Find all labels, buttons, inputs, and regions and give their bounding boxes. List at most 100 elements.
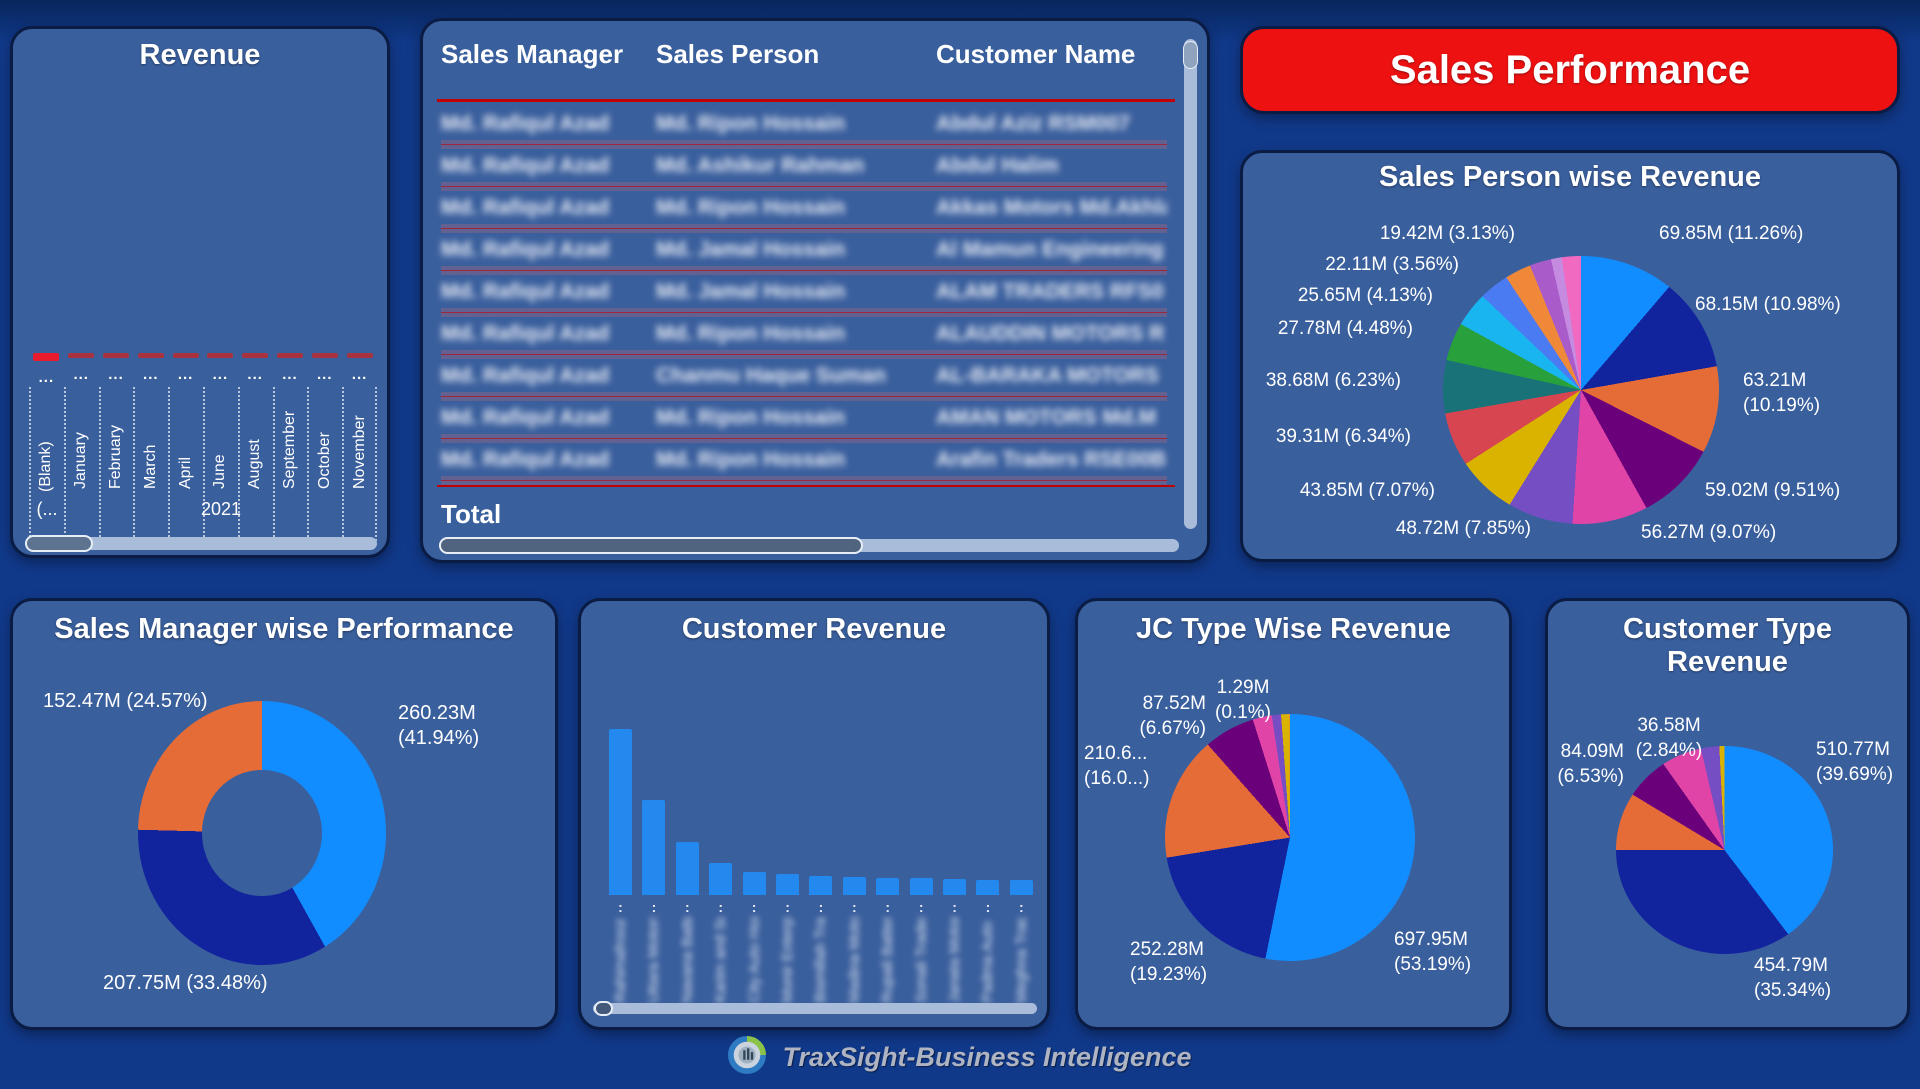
revenue-category[interactable]: ... October <box>307 347 342 545</box>
truncated-value-label: ... <box>351 366 368 383</box>
table-cell: Md. Rafiqul Azad <box>441 279 610 303</box>
revenue-bar[interactable] <box>776 874 800 895</box>
table-cell: Arafin Traders RSE00B <box>936 447 1166 471</box>
pie-label: 207.75M (33.48%) <box>103 972 268 994</box>
customer-revenue-bars <box>609 729 1033 895</box>
jc-type-pie-chart[interactable] <box>1165 714 1415 961</box>
table-row[interactable]: Md. Rafiqul Azad Md. Ripon Hossain ALAUDDI… <box>441 317 1167 350</box>
bar-x-label-blurred: Rupali Battery <box>879 917 897 1003</box>
revenue-category[interactable]: ... June <box>202 347 238 545</box>
revenue-category[interactable]: ... March <box>133 347 168 545</box>
banner-title: Sales Performance <box>1389 47 1751 92</box>
table-cell: Md. Rafiqul Azad <box>441 447 610 471</box>
revenue-bar[interactable] <box>909 878 933 895</box>
column-header-customer-name[interactable]: Customer Name <box>936 39 1136 69</box>
revenue-category[interactable]: ... (Blank) <box>29 347 64 545</box>
row-divider <box>441 140 1167 149</box>
table-cell: Md. Ashikur Rahman <box>656 153 865 177</box>
revenue-category[interactable]: ... April <box>168 347 203 545</box>
table-cell: Md. Rafiqul Azad <box>441 321 610 345</box>
table-bottom-divider <box>437 485 1175 487</box>
table-row[interactable]: Md. Rafiqul Azad Md. Ashikur Rahman Abdul … <box>441 149 1167 182</box>
customer-type-pie-title: Customer Type Revenue <box>1623 613 1832 678</box>
bar-x-label-blurred: Janata Motors <box>946 917 964 1003</box>
table-vertical-scrollbar[interactable] <box>1183 39 1198 529</box>
revenue-category[interactable]: ... November <box>342 347 377 545</box>
table-cell: Md. Jamal Hossain <box>656 237 846 261</box>
sales-person-pie-chart[interactable] <box>1443 256 1719 524</box>
table-row[interactable]: Md. Rafiqul Azad Md. Ripon Hossain Arafin … <box>441 443 1167 476</box>
scrollbar-thumb[interactable] <box>1183 41 1198 69</box>
column-header-sales-person[interactable]: Sales Person <box>656 39 820 69</box>
month-axis-label: August <box>246 439 264 489</box>
tick-mark: : <box>651 899 657 915</box>
revenue-category[interactable]: ... September <box>272 347 308 545</box>
revenue-category[interactable]: ... August <box>237 347 273 545</box>
pie-label: 38.68M (6.23%) <box>1265 370 1401 391</box>
manager-donut-chart[interactable] <box>138 701 386 965</box>
bar-x-label-blurred: Sonali Traders <box>912 917 930 1003</box>
truncated-value-label: ... <box>73 366 89 383</box>
truncated-value-label: ... <box>177 366 194 383</box>
manager-donut-title: Sales Manager wise Performance <box>54 613 514 645</box>
table-cell: ALAM TRADERS RFS0 <box>936 279 1164 303</box>
customer-type-revenue-panel: Customer Type Revenue 36.58M (2.84%) 84.0… <box>1545 598 1910 1030</box>
target-dash <box>102 353 129 358</box>
row-divider <box>441 392 1167 401</box>
table-horizontal-scrollbar[interactable] <box>439 537 1179 554</box>
column-header-sales-manager[interactable]: Sales Manager <box>441 39 624 69</box>
pie-label: 25.65M (4.13%) <box>1297 285 1433 306</box>
table-row[interactable]: Md. Rafiqul Azad Md. Jamal Hossain Al Mamu… <box>441 233 1167 266</box>
revenue-bar[interactable] <box>943 879 967 895</box>
pie-label: 210.6... (16.0...) <box>1084 743 1150 789</box>
revenue-category[interactable]: ... February <box>98 347 134 545</box>
revenue-bar[interactable] <box>709 863 733 895</box>
revenue-bar[interactable] <box>609 729 632 895</box>
pie-label: 697.95M (53.19%) <box>1394 929 1472 975</box>
revenue-year-axis: (... 2021 <box>29 499 377 520</box>
revenue-bar[interactable] <box>876 877 900 895</box>
revenue-bar[interactable] <box>842 876 866 895</box>
bar-x-label-blurred: Karim and Sons <box>712 917 730 1003</box>
bar-label-column: : Sonali Traders <box>910 900 933 1003</box>
month-axis-label: September <box>280 410 298 489</box>
revenue-bar[interactable] <box>1009 880 1033 895</box>
scrollbar-thumb[interactable] <box>594 1001 613 1016</box>
bar-label-column: : Navana Batteries <box>676 900 699 1003</box>
revenue-bar[interactable] <box>675 841 699 895</box>
month-axis-label: June <box>211 454 229 489</box>
revenue-horizontal-scrollbar[interactable] <box>25 535 377 552</box>
table-cell: AL-BARAKA MOTORS <box>936 363 1159 387</box>
table-row[interactable]: Md. Rafiqul Azad Chanmu Haque Suman AL-BAR… <box>441 359 1167 392</box>
target-dash <box>137 353 164 358</box>
scrollbar-thumb[interactable] <box>25 535 93 552</box>
bar-x-label-blurred: Rahimafrooz Dist <box>612 917 629 1003</box>
bar-label-column: : Karim and Sons <box>709 900 732 1003</box>
revenue-bar[interactable] <box>809 875 833 895</box>
tick-mark: : <box>618 899 623 915</box>
customer-revenue-scrollbar[interactable] <box>593 1001 1037 1016</box>
revenue-bar[interactable] <box>742 871 766 895</box>
table-row[interactable]: Md. Rafiqul Azad Md. Ripon Hossain Akkas M… <box>441 191 1167 224</box>
target-dash <box>311 353 338 358</box>
pie-label: 39.31M (6.34%) <box>1275 426 1411 447</box>
tick-mark: : <box>952 899 957 915</box>
pie-label: 510.77M (39.69%) <box>1816 739 1894 785</box>
row-divider <box>441 350 1167 359</box>
bar-label-column: : Bismillah Traders <box>809 900 832 1003</box>
table-row[interactable]: Md. Rafiqul Azad Md. Ripon Hossain Abdul A… <box>441 107 1167 140</box>
revenue-bar[interactable] <box>642 800 666 895</box>
table-row[interactable]: Md. Rafiqul Azad Md. Ripon Hossain AMAN MO… <box>441 401 1167 434</box>
pie-label: 84.09M (6.53%) <box>1557 741 1624 787</box>
jc-type-revenue-panel: JC Type Wise Revenue 1.29M (0.1%) 87.52M(… <box>1075 598 1512 1030</box>
revenue-category[interactable]: ... January <box>63 347 99 545</box>
scrollbar-thumb[interactable] <box>439 537 863 554</box>
truncated-value-label: ... <box>108 366 124 383</box>
table-row[interactable]: Md. Rafiqul Azad Md. Jamal Hossain ALAM TR… <box>441 275 1167 308</box>
revenue-bar[interactable] <box>976 880 1000 895</box>
revenue-category-axis: ... (Blank)... January... February... March.… <box>29 347 377 545</box>
target-dash <box>33 353 60 361</box>
bar-x-label-blurred: Uttara Motors <box>645 917 663 1003</box>
table-cell: Md. Ripon Hossain <box>656 405 845 429</box>
customer-type-pie-chart[interactable] <box>1616 746 1833 954</box>
